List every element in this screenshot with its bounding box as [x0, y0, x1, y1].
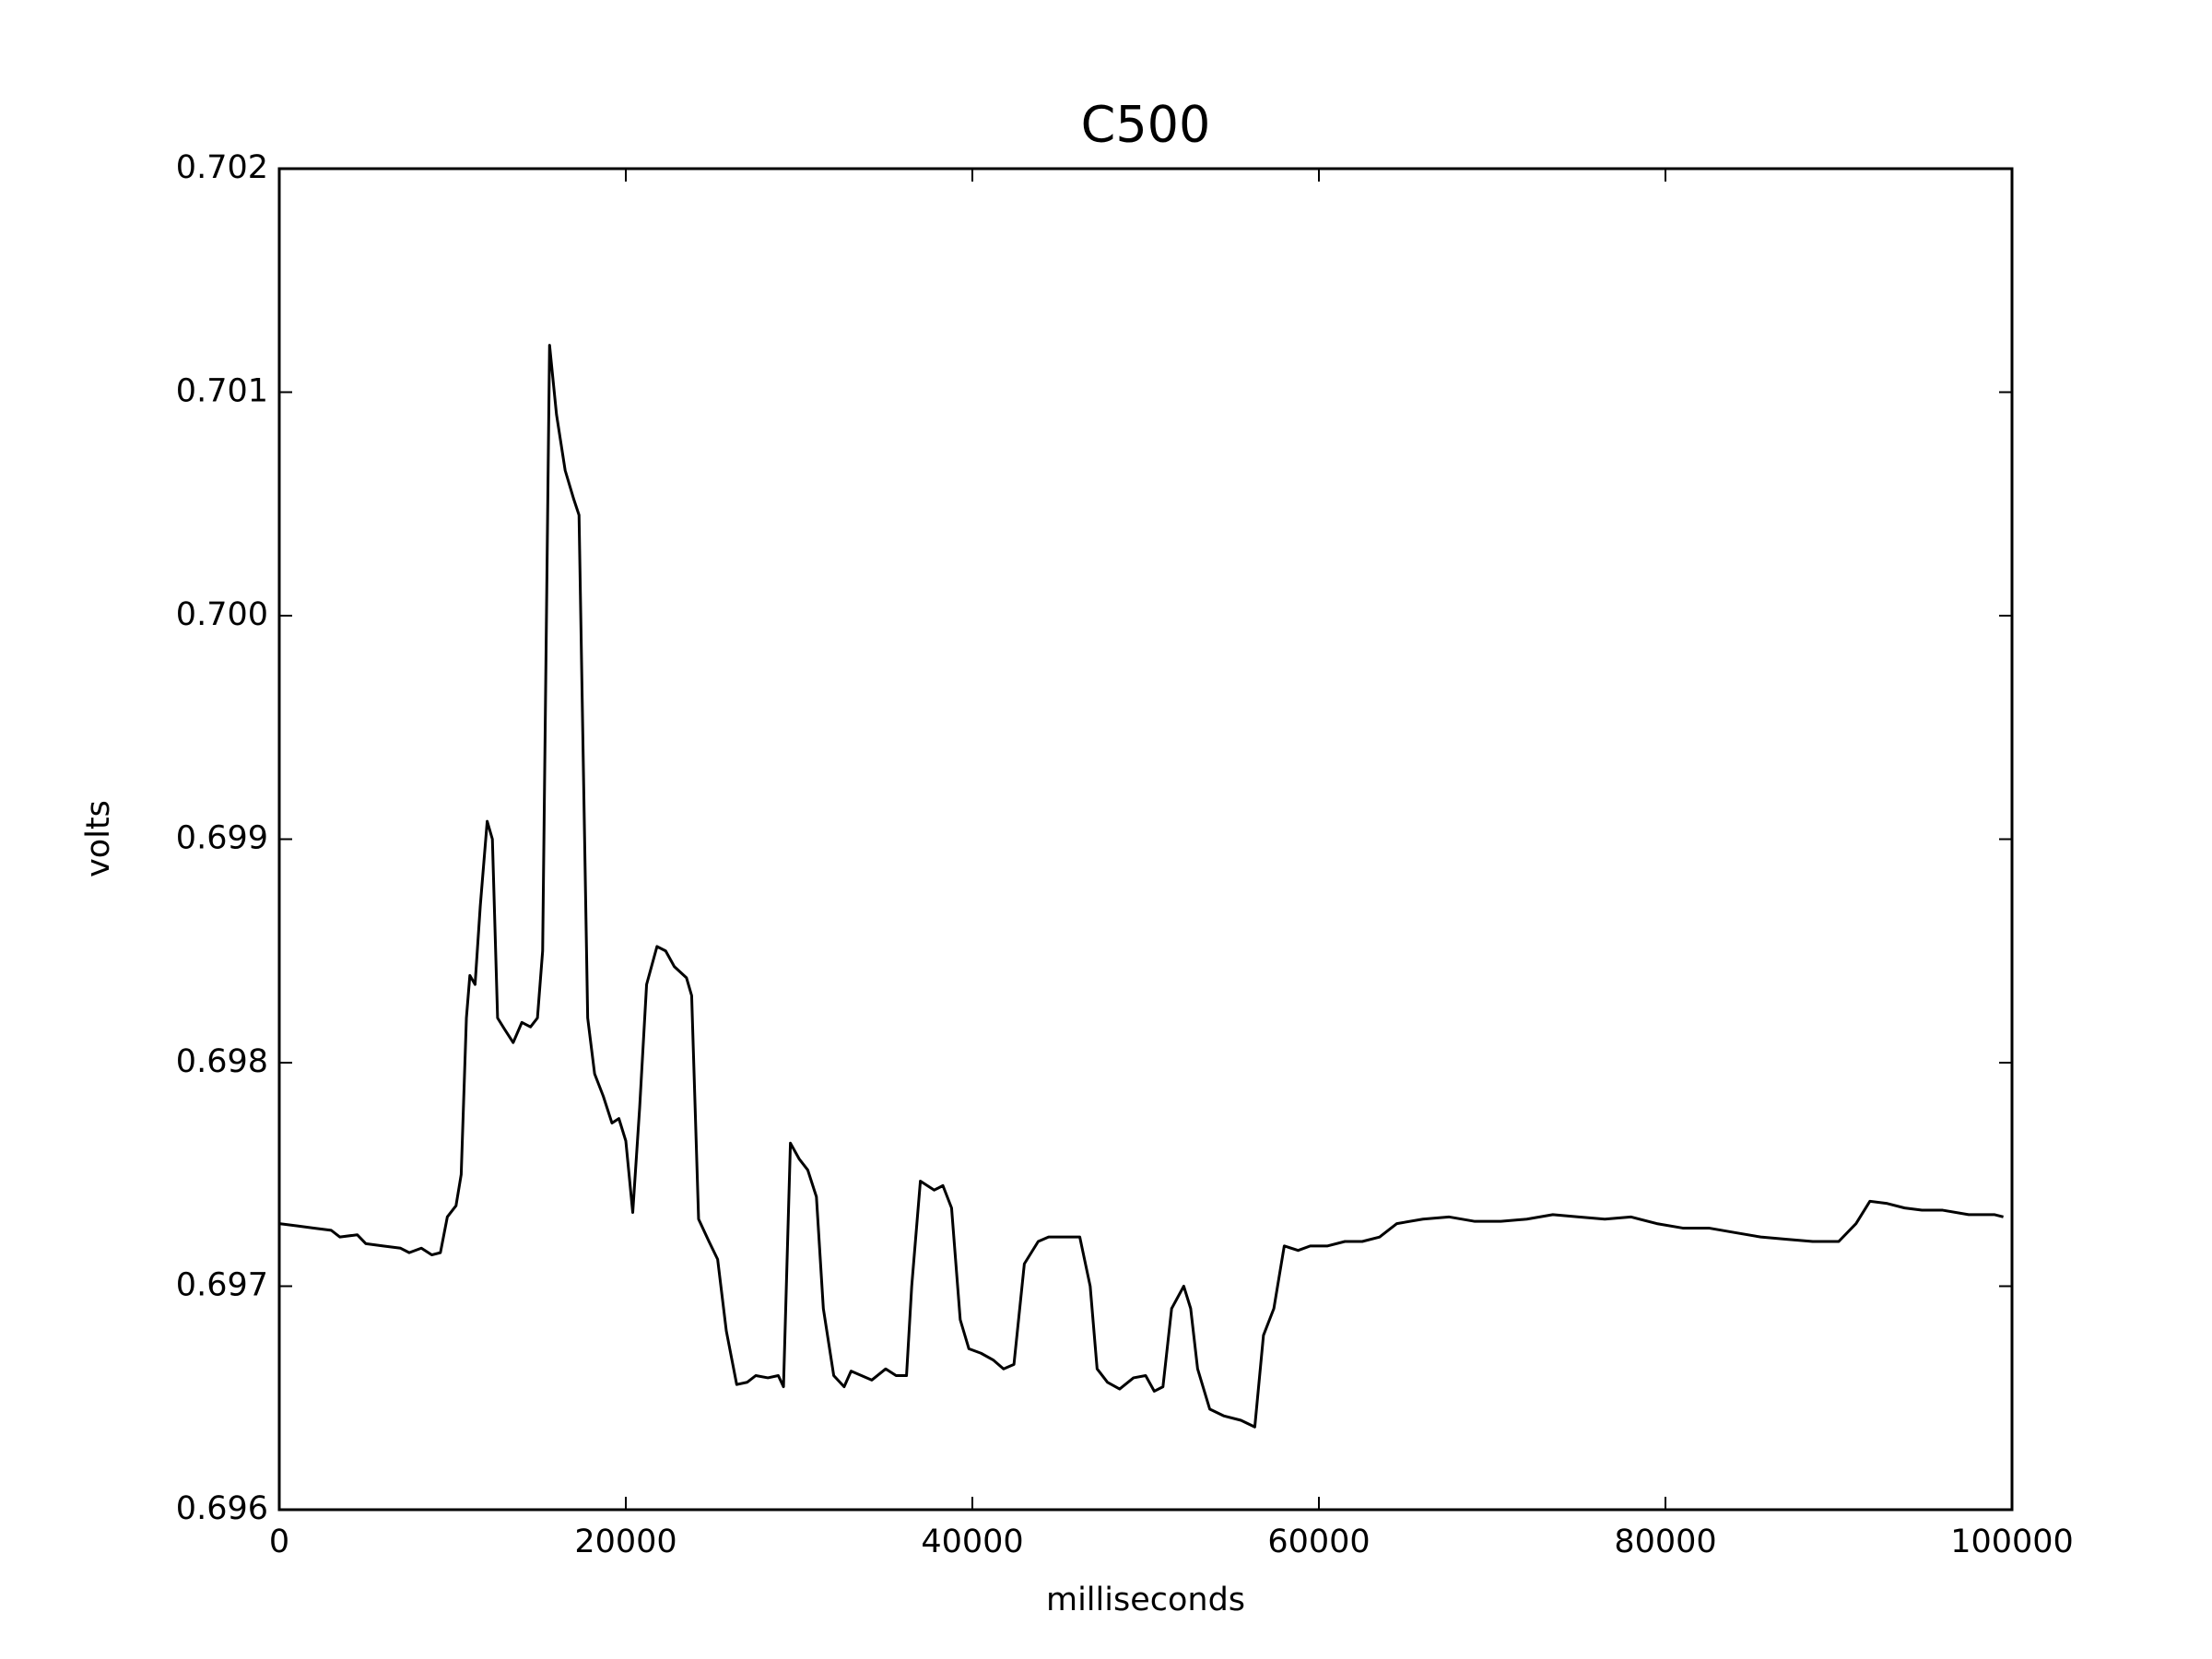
- y-tick-label: 0.699: [176, 820, 268, 857]
- y-tick-label: 0.702: [176, 149, 268, 186]
- x-tick-label: 20000: [574, 1524, 677, 1560]
- y-tick-label: 0.698: [176, 1043, 268, 1080]
- chart-title: C500: [1081, 96, 1211, 154]
- y-tick-label: 0.701: [176, 373, 268, 410]
- plot-frame: [277, 167, 2014, 1512]
- x-tick-label: 60000: [1267, 1524, 1370, 1560]
- y-axis-label: volts: [80, 800, 117, 877]
- x-axis-label: milliseconds: [1046, 1582, 1245, 1618]
- x-tick-label: 80000: [1614, 1524, 1716, 1560]
- x-tick-label: 0: [269, 1524, 289, 1560]
- x-tick-label: 100000: [1950, 1524, 2074, 1560]
- y-tick-label: 0.700: [176, 596, 268, 633]
- y-tick-label: 0.696: [176, 1490, 268, 1527]
- y-tick-label: 0.697: [176, 1267, 268, 1304]
- data-line: [278, 344, 2004, 1429]
- x-tick-label: 40000: [921, 1524, 1023, 1560]
